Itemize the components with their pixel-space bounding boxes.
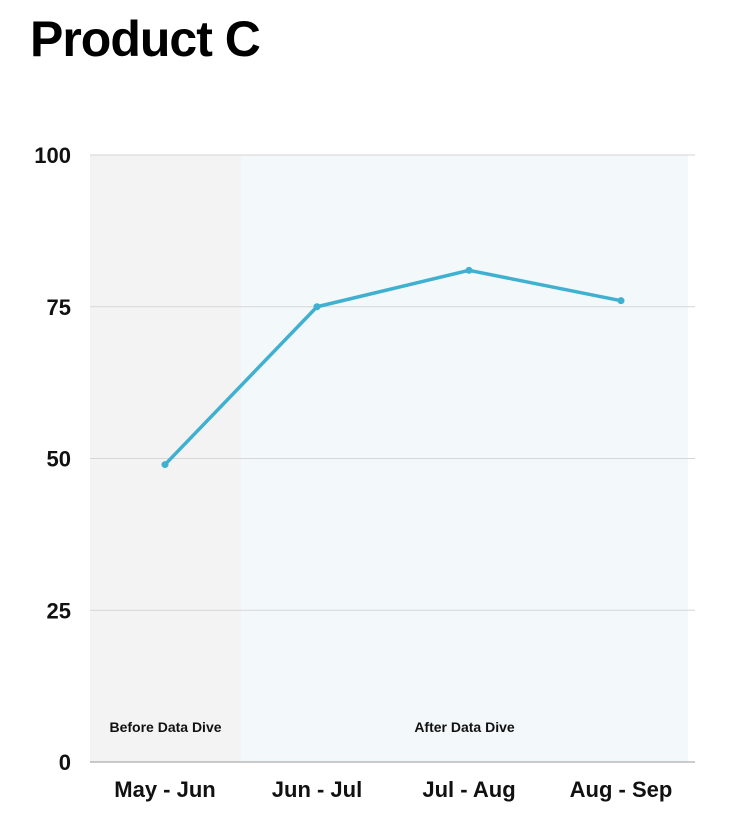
chart-title: Product C bbox=[30, 11, 261, 67]
gridlines bbox=[90, 154, 695, 763]
x-axis-ticks: May - Jun Jun - Jul Jul - Aug Aug - Sep bbox=[114, 777, 672, 802]
x-tick-label: Jun - Jul bbox=[272, 777, 362, 802]
x-tick-label: Aug - Sep bbox=[570, 777, 673, 802]
data-point bbox=[313, 303, 321, 311]
x-tick-label: Jul - Aug bbox=[422, 777, 515, 802]
y-tick-label: 75 bbox=[47, 295, 71, 320]
series-line-1 bbox=[163, 268, 623, 467]
x-tick-label: May - Jun bbox=[114, 777, 215, 802]
y-tick-label: 50 bbox=[47, 447, 71, 472]
band-labels: Before Data Dive After Data Dive bbox=[109, 719, 514, 735]
y-tick-label: 0 bbox=[59, 750, 71, 775]
band-label-1: Before Data Dive bbox=[109, 719, 221, 735]
y-tick-label: 100 bbox=[34, 143, 71, 168]
band-label-2: After Data Dive bbox=[414, 719, 515, 735]
data-point bbox=[617, 297, 625, 305]
data-point bbox=[465, 266, 473, 274]
data-series bbox=[161, 266, 625, 469]
y-tick-label: 25 bbox=[47, 598, 71, 623]
data-point bbox=[161, 461, 169, 469]
y-axis-ticks: 0 25 50 75 100 bbox=[34, 143, 71, 775]
